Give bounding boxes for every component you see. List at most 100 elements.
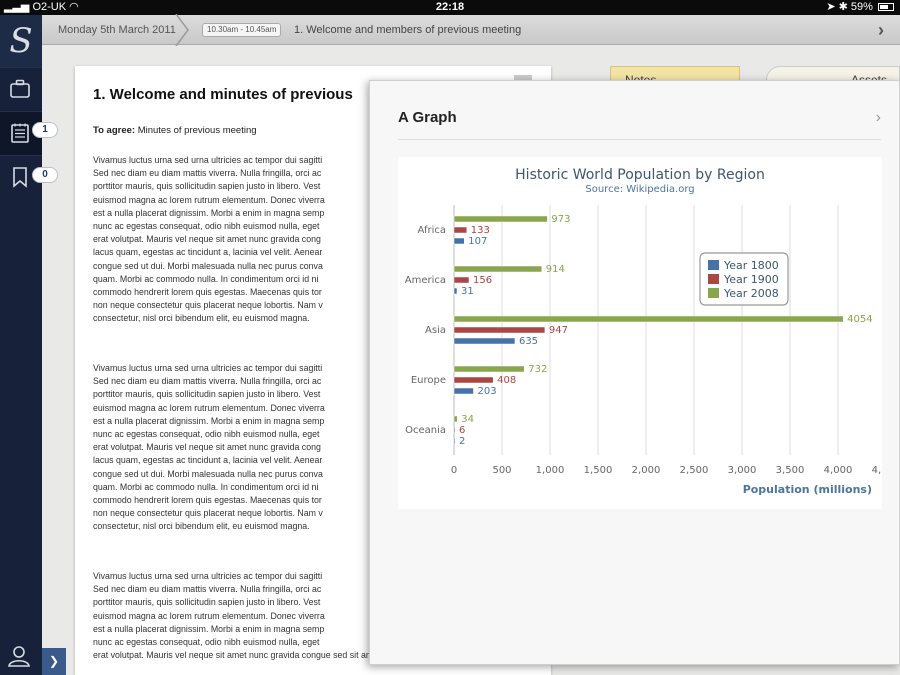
paragraph-line: congue sed ut dui. Morbi malesuada nulla… (93, 260, 323, 271)
chart-subtitle: Source: Wikipedia.org (585, 184, 694, 195)
paragraph-line: commodo hendrerit lorem quis egestas. Ma… (93, 287, 322, 298)
paragraph-line: erat volutpat. Mauris vel neque sit amet… (93, 650, 443, 661)
data-label: 408 (497, 375, 516, 386)
paragraph-line: porttitor mauris, quis sollicitudin sapi… (93, 181, 321, 192)
data-label: 732 (528, 364, 547, 375)
paragraph-line: non neque consectetur quis placerat nequ… (93, 508, 323, 519)
bar (453, 237, 465, 245)
user-icon[interactable] (6, 643, 32, 669)
bar (453, 315, 844, 323)
paragraph-line: est a nulla placerat dignissim. Morbi a … (93, 623, 325, 634)
bookmark-icon (13, 167, 27, 188)
chart-card: Historic World Population by Region Sourc… (398, 157, 900, 509)
bar (453, 326, 546, 334)
y-category-label: Africa (417, 225, 446, 236)
y-category-label: America (405, 275, 446, 286)
paragraph-line: commodo hendrerit lorem quis egestas. Ma… (93, 495, 322, 506)
agenda-count-badge: 1 (32, 122, 58, 138)
data-label: 133 (471, 225, 490, 236)
next-item-button[interactable]: › (878, 20, 884, 40)
paragraph-line: lacus quam, egestas ac tincidunt a, laci… (93, 247, 323, 258)
paragraph-line: Sed nec diam eu diam mattis viverra. Nul… (93, 168, 322, 179)
population-bar-chart: Historic World Population by RegionSourc… (405, 167, 900, 496)
paragraph-line: non neque consectetur quis placerat nequ… (93, 300, 323, 311)
paragraph-line: euismod magna ac lorem rutrum elementum.… (93, 402, 325, 413)
x-tick-label: 3,000 (728, 465, 757, 476)
agree-text: Minutes of previous meeting (135, 125, 257, 136)
expand-sidebar-button[interactable]: ❯ (42, 648, 66, 675)
breadcrumb: Monday 5th March 2011 10.30am - 10.45am … (42, 14, 900, 46)
x-axis-label: Population (millions) (743, 483, 872, 496)
legend-label: Year 2008 (723, 287, 779, 300)
status-bar: ▂▃▅ O2-UK ◠ 22:18 ➤ ✱ 59% (0, 0, 900, 15)
bar (453, 265, 542, 273)
legend-label: Year 1800 (723, 259, 779, 272)
breadcrumb-date[interactable]: Monday 5th March 2011 (58, 24, 176, 36)
breadcrumb-separator-icon (175, 14, 189, 46)
sidebar-item-bookmarks[interactable] (0, 155, 42, 199)
paragraph-line: porttitor mauris, quis sollicitudin sapi… (93, 597, 321, 608)
paragraph-line: Sed nec diam eu diam mattis viverra. Nul… (93, 584, 322, 595)
x-tick-label: 4,000 (824, 465, 853, 476)
briefcase-icon (10, 79, 30, 98)
y-category-label: Oceania (405, 425, 446, 436)
paragraph-line: lacus quam, egestas ac tincidunt a, laci… (93, 455, 323, 466)
wifi-icon: ◠ (69, 1, 79, 13)
legend-label: Year 1900 (723, 273, 779, 286)
sidebar: S (0, 15, 42, 675)
bar (453, 226, 468, 234)
data-label: 2 (459, 436, 465, 447)
bar (453, 426, 456, 434)
battery-status: ➤ ✱ 59% (826, 0, 894, 15)
breadcrumb-time-badge: 10.30am - 10.45am (202, 23, 282, 37)
legend-swatch (708, 288, 719, 298)
breadcrumb-agenda-item: 1. Welcome and members of previous meeti… (294, 24, 522, 36)
paragraph-line: consectetur, nisl orci bibendum elit, eu… (93, 521, 310, 532)
paragraph-line: nunc ac egestas consequat, odio nibh eui… (93, 429, 320, 440)
x-tick-label: 0 (451, 465, 457, 476)
agree-line: To agree: Minutes of previous meeting (93, 125, 257, 136)
data-label: 34 (461, 414, 474, 425)
legend-swatch (708, 260, 719, 270)
divider (398, 139, 881, 140)
data-label: 4054 (847, 314, 872, 325)
data-label: 635 (519, 336, 538, 347)
bar (453, 387, 474, 395)
bar (453, 287, 458, 295)
data-label: 914 (546, 264, 565, 275)
x-tick-label: 2,500 (680, 465, 709, 476)
x-tick-label: 1,000 (536, 465, 565, 476)
bar (453, 437, 456, 445)
paragraph-line: Vivamus luctus urna sed urna ultricies a… (93, 155, 323, 165)
paragraph-line: est a nulla placerat dignissim. Morbi a … (93, 415, 325, 426)
data-label: 156 (473, 275, 492, 286)
bar (453, 365, 525, 373)
graph-popover: A Graph › Historic World Population by R… (369, 80, 900, 665)
paragraph-line: erat volutpat. Mauris vel neque sit amet… (93, 234, 321, 245)
carrier-label: ▂▃▅ O2-UK ◠ (4, 1, 79, 13)
legend-swatch (708, 274, 719, 284)
x-tick-label: 2,000 (632, 465, 661, 476)
app-logo[interactable]: S (0, 15, 42, 67)
paragraph-line: erat volutpat. Mauris vel neque sit amet… (93, 442, 321, 453)
page-title: 1. Welcome and minutes of previous (93, 86, 353, 103)
graph-next-button[interactable]: › (875, 109, 881, 126)
chevron-right-icon: ❯ (48, 654, 60, 668)
sidebar-item-briefcase[interactable] (0, 67, 42, 111)
data-label: 947 (549, 325, 568, 336)
location-icon: ➤ (826, 1, 836, 13)
legend-box (699, 252, 789, 306)
data-label: 973 (551, 214, 570, 225)
bar (453, 376, 494, 384)
paragraph-line: quam. Morbi ac commodo nulla. In condime… (93, 481, 319, 492)
chart-title: Historic World Population by Region (515, 167, 765, 183)
paragraph-line: Sed nec diam eu diam mattis viverra. Nul… (93, 376, 322, 387)
clock: 22:18 (435, 1, 465, 13)
signal-icon: ▂▃▅ (4, 1, 30, 13)
body-paragraph: Vivamus luctus urna sed urna ultricies a… (93, 570, 513, 662)
notepad-icon (11, 123, 29, 143)
x-tick-label: 1,500 (584, 465, 613, 476)
bar (453, 415, 458, 423)
bar (453, 276, 470, 284)
paragraph-line: consectetur, nisl orci bibendum elit, eu… (93, 313, 310, 324)
